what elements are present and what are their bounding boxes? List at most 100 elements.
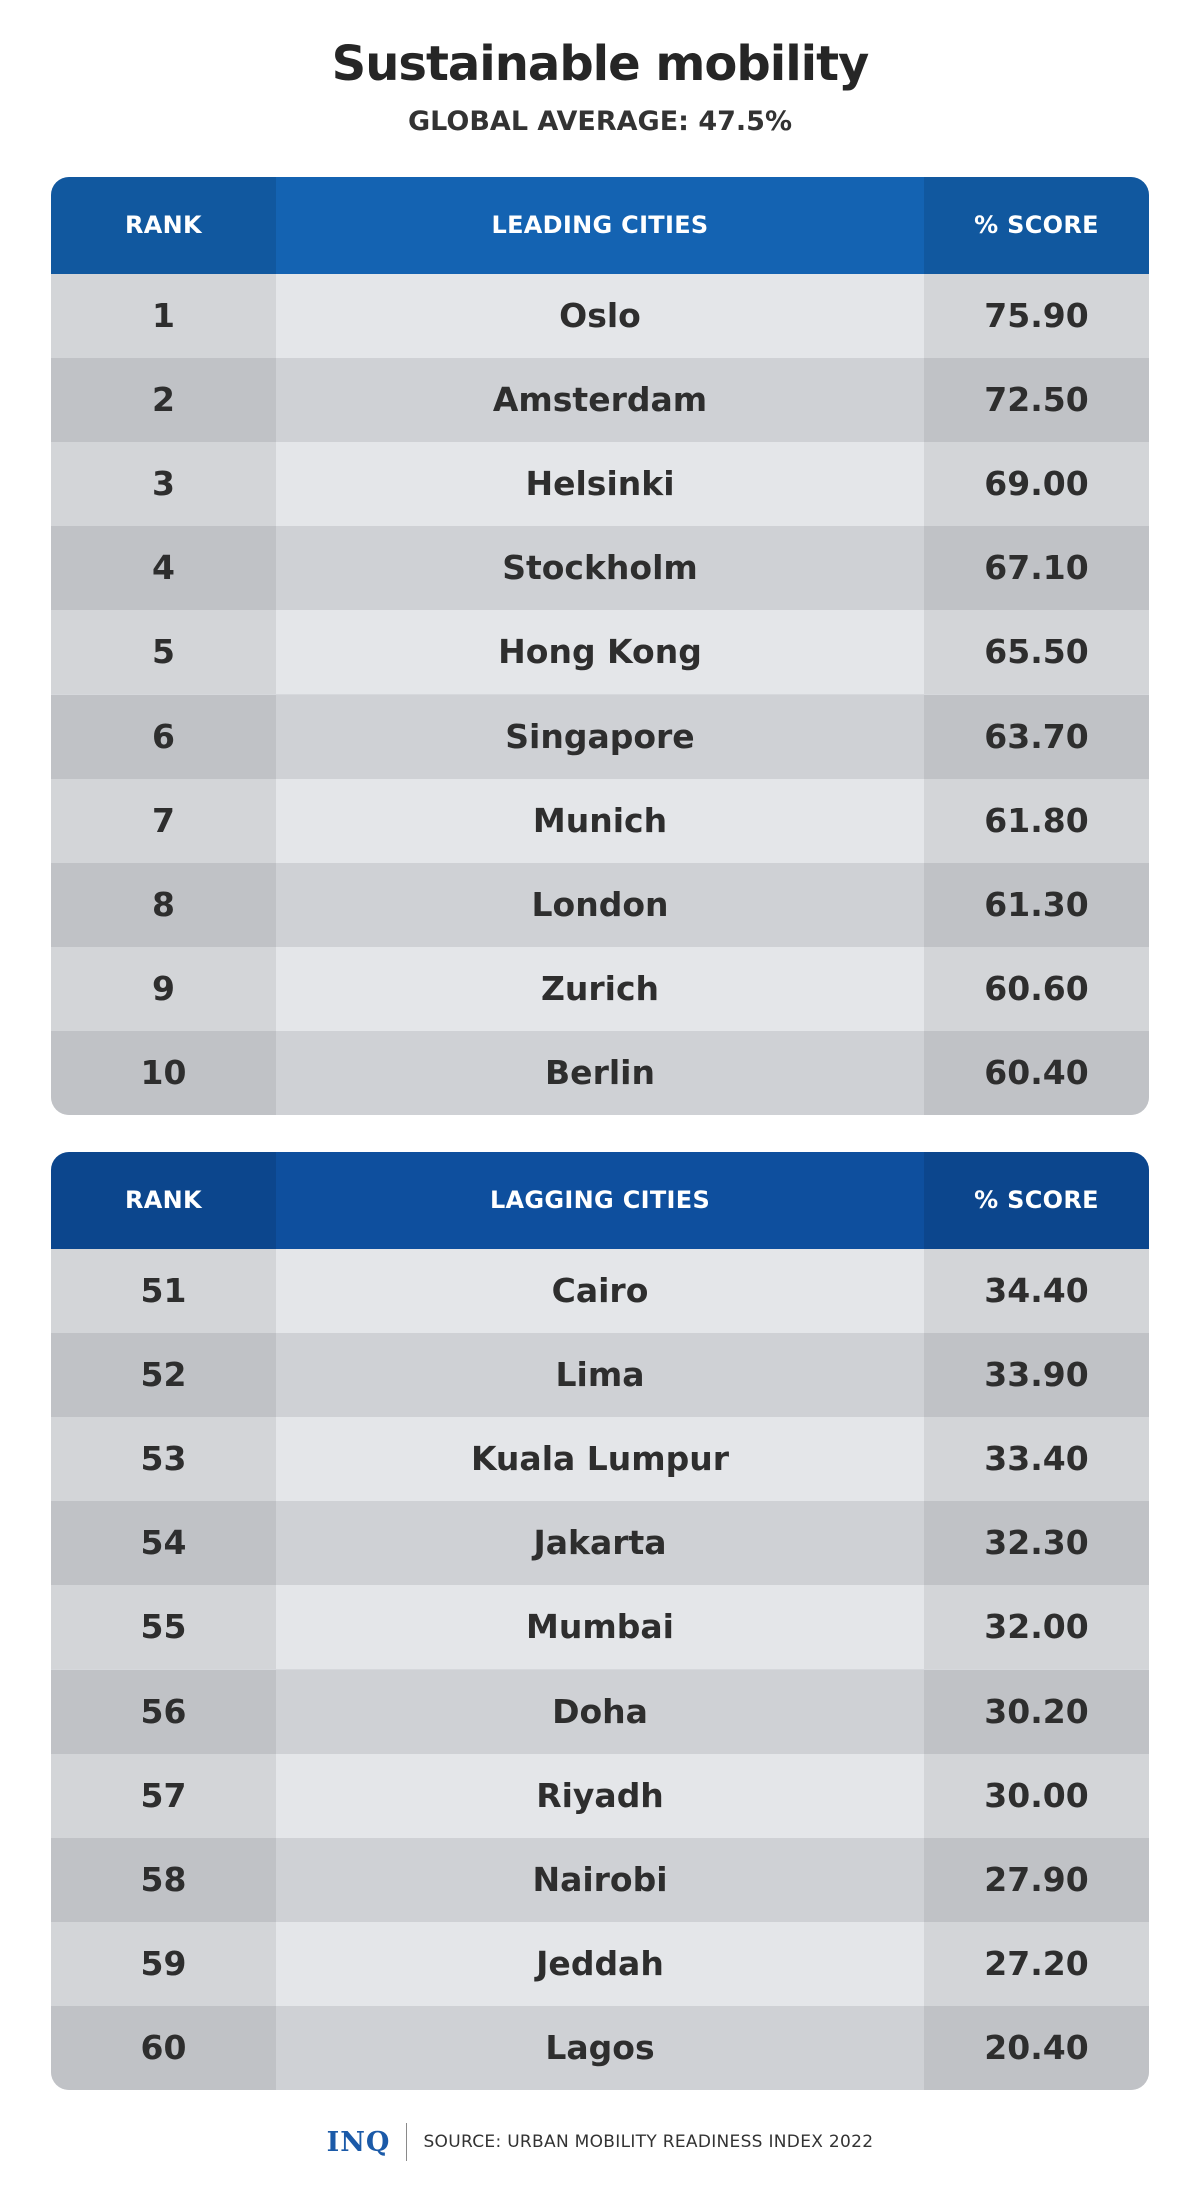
leading-cities-table: RANK LEADING CITIES % SCORE 1 Oslo 75.90 2 A… — [51, 177, 1149, 1115]
city-cell: Riyadh — [536, 1775, 664, 1815]
rank-column-shade — [51, 526, 276, 611]
city-cell: Mumbai — [526, 1607, 674, 1647]
score-column-shade — [924, 1417, 1149, 1502]
score-column-shade — [924, 274, 1149, 359]
score-cell: 33.40 — [984, 1439, 1089, 1479]
table-row: 56 Doha 30.20 — [51, 1669, 1149, 1754]
score-column-shade — [924, 610, 1149, 695]
table-header: RANK LEADING CITIES % SCORE — [51, 177, 1149, 274]
lagging-cities-table: RANK LAGGING CITIES % SCORE 51 Cairo 34.40… — [51, 1152, 1149, 2090]
rank-header: RANK — [125, 1186, 202, 1214]
score-column-shade — [924, 1669, 1149, 1754]
rank-cell: 10 — [140, 1052, 187, 1092]
table-header: RANK LAGGING CITIES % SCORE — [51, 1152, 1149, 1249]
city-cell: Lagos — [545, 2027, 655, 2067]
rank-column-shade — [51, 1501, 276, 1586]
score-cell: 32.00 — [984, 1607, 1089, 1647]
rank-column-shade — [51, 1921, 276, 2006]
rank-column-shade — [51, 946, 276, 1031]
score-cell: 27.90 — [984, 1859, 1089, 1899]
table-row: 3 Helsinki 69.00 — [51, 442, 1149, 527]
table-row: 52 Lima 33.90 — [51, 1333, 1149, 1418]
page-subtitle: GLOBAL AVERAGE: 47.5% — [408, 106, 792, 137]
score-cell: 60.40 — [984, 1052, 1089, 1092]
rank-cell: 8 — [152, 884, 175, 924]
table-row: 8 London 61.30 — [51, 862, 1149, 947]
rank-cell: 55 — [140, 1607, 187, 1647]
city-cell: Singapore — [505, 716, 695, 756]
city-cell: Hong Kong — [498, 632, 702, 672]
rank-column-shade — [51, 177, 276, 274]
city-cell: Berlin — [545, 1052, 655, 1092]
table-row: 60 Lagos 20.40 — [51, 2005, 1149, 2090]
score-cell: 69.00 — [984, 464, 1089, 504]
score-column-shade — [924, 1921, 1149, 2006]
score-column-shade — [924, 526, 1149, 611]
city-cell: Munich — [532, 800, 668, 840]
table-row: 57 Riyadh 30.00 — [51, 1753, 1149, 1838]
city-header: LEADING CITIES — [491, 211, 709, 239]
table-row: 5 Hong Kong 65.50 — [51, 610, 1149, 695]
source-note: SOURCE: URBAN MOBILITY READINESS INDEX 2… — [423, 2132, 874, 2152]
score-column-shade — [924, 1753, 1149, 1838]
rank-cell: 5 — [152, 632, 175, 672]
score-cell: 30.20 — [984, 1691, 1089, 1731]
city-cell: Nairobi — [532, 1859, 668, 1899]
rank-column-shade — [51, 610, 276, 695]
table-row: 53 Kuala Lumpur 33.40 — [51, 1417, 1149, 1502]
score-cell: 34.40 — [984, 1271, 1089, 1310]
rank-cell: 53 — [140, 1439, 187, 1479]
score-column-shade — [924, 946, 1149, 1031]
city-cell: Jeddah — [536, 1943, 664, 1983]
score-column-shade — [924, 694, 1149, 779]
city-cell: Helsinki — [525, 464, 675, 504]
table-row: 10 Berlin 60.40 — [51, 1030, 1149, 1115]
score-column-shade — [924, 1249, 1149, 1334]
rank-header: RANK — [125, 211, 202, 239]
table-row: 58 Nairobi 27.90 — [51, 1837, 1149, 1922]
rank-column-shade — [51, 274, 276, 359]
rank-cell: 6 — [152, 716, 175, 756]
rank-cell: 59 — [140, 1943, 187, 1983]
rank-cell: 57 — [140, 1775, 187, 1815]
table-body: 1 Oslo 75.90 2 Amsterdam 72.50 3 Helsinki 69.00 4… — [51, 274, 1149, 1115]
score-column-shade — [924, 2005, 1149, 2090]
score-column-shade — [924, 1501, 1149, 1586]
city-cell: Cairo — [551, 1271, 649, 1310]
table-row: 7 Munich 61.80 — [51, 778, 1149, 863]
score-column-shade — [924, 1837, 1149, 1922]
score-column-shade — [924, 177, 1149, 274]
score-column-shade — [924, 1152, 1149, 1249]
rank-cell: 58 — [140, 1859, 187, 1899]
table-body: 51 Cairo 34.40 52 Lima 33.90 53 Kuala Lumpur 33.… — [51, 1249, 1149, 2090]
score-cell: 27.20 — [984, 1943, 1089, 1983]
score-cell: 30.00 — [984, 1775, 1089, 1815]
table-row: 1 Oslo 75.90 — [51, 274, 1149, 359]
table-row: 59 Jeddah 27.20 — [51, 1921, 1149, 2006]
table-row: 2 Amsterdam 72.50 — [51, 358, 1149, 443]
rank-column-shade — [51, 1585, 276, 1670]
rank-cell: 54 — [140, 1523, 187, 1563]
table-row: 6 Singapore 63.70 — [51, 694, 1149, 779]
score-cell: 75.90 — [984, 296, 1089, 335]
rank-cell: 4 — [152, 548, 175, 588]
footer: INQ SOURCE: URBAN MOBILITY READINESS IND… — [0, 2122, 1200, 2162]
footer-divider — [406, 2123, 408, 2161]
score-cell: 65.50 — [984, 632, 1089, 672]
rank-cell: 7 — [152, 800, 175, 840]
rank-cell: 2 — [152, 380, 175, 420]
rank-cell: 51 — [140, 1271, 187, 1310]
score-column-shade — [924, 862, 1149, 947]
score-cell: 63.70 — [984, 716, 1089, 756]
rank-cell: 60 — [140, 2027, 187, 2067]
score-cell: 67.10 — [984, 548, 1089, 588]
city-cell: Jakarta — [533, 1523, 667, 1563]
table-row: 4 Stockholm 67.10 — [51, 526, 1149, 611]
rank-column-shade — [51, 694, 276, 779]
rank-column-shade — [51, 1669, 276, 1754]
city-cell: Oslo — [559, 296, 641, 335]
score-cell: 72.50 — [984, 380, 1089, 420]
score-column-shade — [924, 358, 1149, 443]
city-cell: Stockholm — [502, 548, 698, 588]
score-column-shade — [924, 1585, 1149, 1670]
